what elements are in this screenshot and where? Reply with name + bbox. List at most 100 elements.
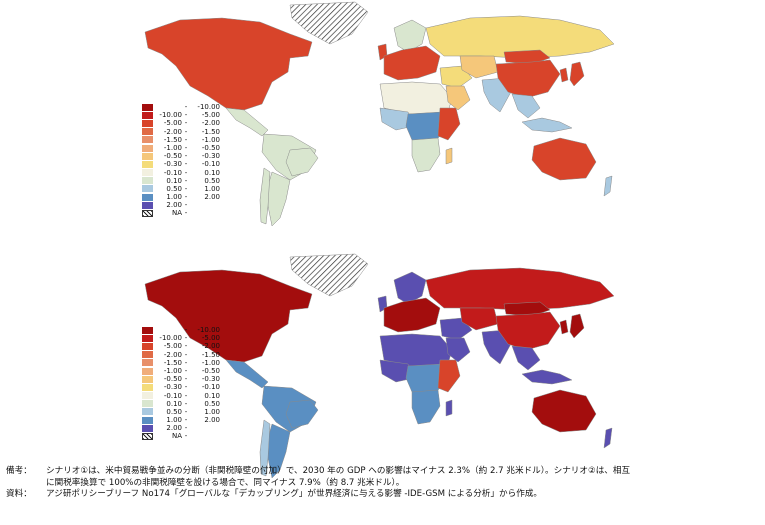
map2-region-indonesia	[521, 369, 573, 385]
map2-legend-row: 0.10- 0.50	[142, 400, 238, 408]
note-row-2: に関税率換算で 100%の非関税障壁を設ける場合で、同マイナス 7.9%（約 8…	[6, 478, 761, 490]
map1-legend-dash: -	[184, 160, 188, 169]
map1-legend-swatch	[142, 136, 153, 144]
map1-region-china	[495, 59, 561, 99]
map2-legend-high: 2.00	[204, 416, 220, 425]
map2-legend-dash: -	[184, 416, 188, 425]
map2-legend-swatch	[142, 351, 153, 359]
map2-region-russia	[425, 267, 615, 311]
map1-legend-row: -0.50- -0.30	[142, 152, 238, 160]
map1-region-korea	[559, 67, 569, 83]
map1-legend-high: -1.00	[201, 135, 220, 144]
map1-legend-row: NA -	[142, 209, 238, 217]
map2-region-madagascar	[445, 399, 453, 417]
notes-line-1: シナリオ①は、米中貿易戦争並みの分断（非関税障壁の付加）で、2030 年の GD…	[46, 466, 631, 476]
map2-legend-swatch	[142, 408, 153, 416]
map1-legend-row: -2.00- -1.50	[142, 128, 238, 136]
map1-legend-low: -1.00	[163, 143, 182, 152]
map1-legend-row: 0.10- 0.50	[142, 177, 238, 185]
map1-legend-dash: -	[184, 127, 188, 136]
map2-region-north-america	[144, 269, 313, 363]
map2-region-arabia	[445, 337, 471, 363]
map2-region-europe	[383, 297, 441, 333]
map2-legend-row: -5.00- -2.00	[142, 342, 238, 350]
map2-legend-row: 2.00-	[142, 424, 238, 432]
map2-legend-dash: -	[184, 432, 188, 441]
map2-legend-row: NA -	[142, 432, 238, 440]
map2-region-australia	[531, 389, 597, 433]
map1-legend-dash: -	[184, 143, 188, 152]
map2-legend-low: 2.00	[166, 424, 182, 433]
map1-region-madagascar	[445, 147, 453, 165]
map1-legend-high: 2.00	[204, 193, 220, 202]
map2-legend-high: -5.00	[201, 334, 220, 343]
map1-legend-low: -2.00	[163, 127, 182, 136]
map1-legend-swatch	[142, 210, 153, 218]
map2-legend-swatch	[142, 424, 153, 432]
map2-legend: - -10.00 -10.00- -5.00 -5.00- -2.00 -2.00- -1.5…	[142, 326, 238, 441]
map2-region-new-zealand	[603, 427, 613, 449]
map2-region-west-africa	[379, 359, 415, 383]
map2-legend-dash: -	[184, 391, 188, 400]
map1-legend-swatch	[142, 169, 153, 177]
map1-legend-high: -1.50	[201, 127, 220, 136]
map1-region-central-america	[225, 107, 269, 137]
map2-legend-row: -0.10-0.10	[142, 392, 238, 400]
map2-legend-high: -0.50	[201, 366, 220, 375]
map1-legend-high: 1.00	[204, 184, 220, 193]
map1-legend-dash: -	[184, 111, 188, 120]
map2-region-southeast-asia	[511, 345, 541, 371]
map1-region-arabia	[445, 85, 471, 111]
map2-legend-row: -2.00- -1.50	[142, 351, 238, 359]
map1-legend-low: -0.30	[163, 160, 182, 169]
map2-legend-low: -0.10	[163, 391, 182, 400]
map2-region-japan	[569, 313, 585, 339]
map1-legend-high: 0.10	[204, 168, 220, 177]
map1-legend-swatch	[142, 119, 153, 127]
map1-legend-low: -1.50	[163, 135, 182, 144]
map1-region-russia	[425, 15, 615, 59]
map1-region-east-africa	[437, 107, 461, 141]
map2-legend-row: -1.00- -0.50	[142, 367, 238, 375]
map2-svg	[144, 253, 615, 479]
map2-legend-dash: -	[184, 334, 188, 343]
map1-legend-row: - -10.00	[142, 103, 238, 111]
map1-svg	[144, 1, 615, 227]
map2-legend-row: -1.50- -1.00	[142, 359, 238, 367]
map2-legend-row: 1.00- 2.00	[142, 416, 238, 424]
notes-line-2: に関税率換算で 100%の非関税障壁を設ける場合で、同マイナス 7.9%（約 8…	[46, 477, 405, 488]
notes-block: 備考： シナリオ①は、米中貿易戦争並みの分断（非関税障壁の付加）で、2030 年…	[6, 466, 761, 501]
map1-legend-dash: -	[184, 152, 188, 161]
map1-region-japan	[569, 61, 585, 87]
map1-legend-dash: -	[184, 193, 188, 202]
map1-legend-dash: -	[184, 119, 188, 128]
map2-legend-row: -0.30- -0.10	[142, 383, 238, 391]
map1-legend-low: NA	[171, 209, 182, 218]
map2-region-south-africa	[411, 389, 441, 425]
map2-legend-swatch	[142, 375, 153, 383]
map1-legend-high: -10.00	[197, 103, 220, 111]
map2-legend-high: -0.30	[201, 375, 220, 384]
map1-legend-row: 0.50- 1.00	[142, 185, 238, 193]
map2-region-korea	[559, 319, 569, 335]
map2-legend-dash: -	[184, 366, 188, 375]
map1-legend-swatch	[142, 193, 153, 201]
map1-legend-row: -10.00- -5.00	[142, 111, 238, 119]
world-map-scenario2	[140, 252, 620, 484]
map2-legend-swatch	[142, 400, 153, 408]
map2-legend-swatch	[142, 433, 153, 441]
map1-legend-row: -1.00- -0.50	[142, 144, 238, 152]
map2-legend-low: -0.50	[163, 375, 182, 384]
map2-legend-row: -10.00- -5.00	[142, 334, 238, 342]
map1-legend-dash: -	[184, 103, 188, 111]
map1-legend-swatch	[142, 160, 153, 168]
map2-legend-swatch	[142, 342, 153, 350]
source-label: 資料：	[6, 489, 32, 499]
map1-legend-swatch	[142, 152, 153, 160]
map2-legend-row: - -10.00	[142, 326, 238, 334]
map2-legend-high: -2.00	[201, 342, 220, 351]
map2-region-china	[495, 311, 561, 351]
map1-legend-row: 1.00- 2.00	[142, 193, 238, 201]
map1-legend: - -10.00 -10.00- -5.00 -5.00- -2.00 -2.00- -1.5…	[142, 103, 238, 218]
map1-legend-swatch	[142, 144, 153, 152]
